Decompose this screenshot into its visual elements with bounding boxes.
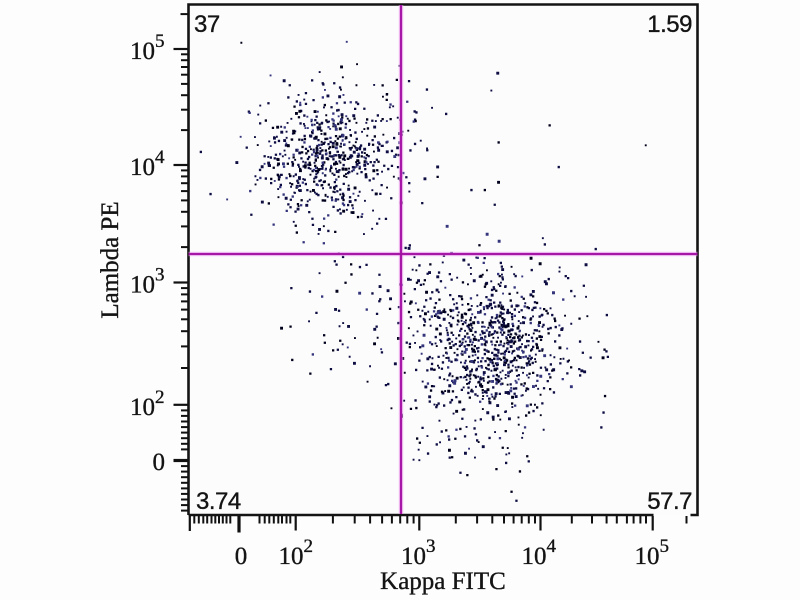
svg-text:0: 0 xyxy=(235,543,248,570)
svg-text:1.59: 1.59 xyxy=(647,11,692,38)
svg-text:0: 0 xyxy=(153,449,166,476)
svg-text:37: 37 xyxy=(194,11,220,38)
svg-text:3.74: 3.74 xyxy=(196,488,241,515)
svg-text:57.7: 57.7 xyxy=(647,488,692,515)
svg-text:Kappa FITC: Kappa FITC xyxy=(380,568,506,595)
svg-text:Lambda PE: Lambda PE xyxy=(97,201,124,318)
